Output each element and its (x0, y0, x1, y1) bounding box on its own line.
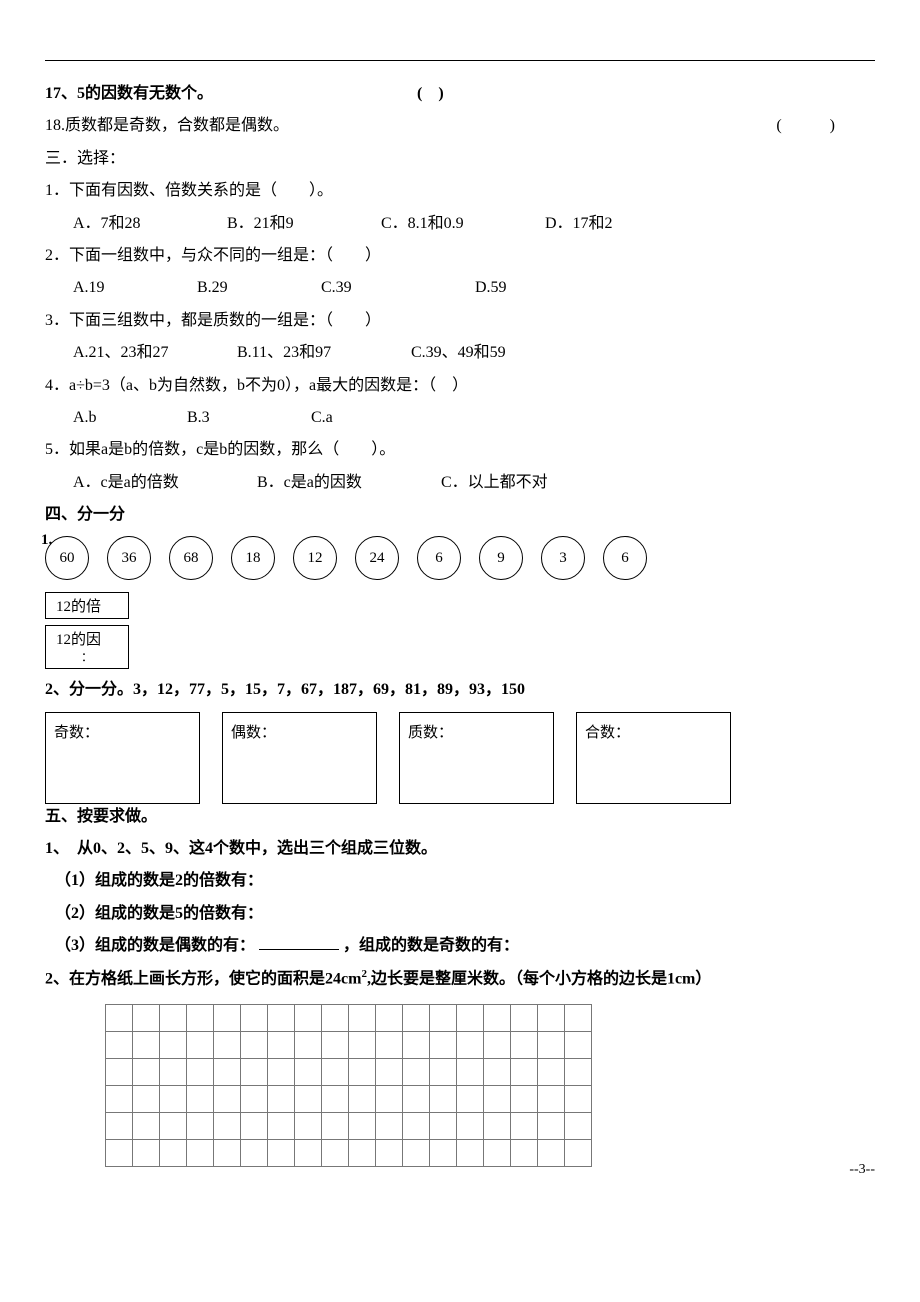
s4q2-b1: 奇数： (45, 712, 200, 804)
s5q1-p1: （1）组成的数是2的倍数有： (45, 866, 875, 896)
s5q1-p2: （2）组成的数是5的倍数有： (45, 899, 875, 929)
s5q1-p3: （3）组成的数是偶数的有： ，组成的数是奇数的有： (45, 931, 875, 961)
s3q4-a: A.b (73, 403, 183, 433)
circle-3: 18 (231, 536, 275, 580)
q18-text: 18.质数都是奇数，合数都是偶数。 (45, 117, 289, 134)
s4q1-box1: 12的倍 (45, 592, 129, 619)
s3q5-opts: A．c是a的倍数 B．c是a的因数 C．以上都不对 (45, 468, 875, 498)
circle-1: 36 (107, 536, 151, 580)
s3q1-opts: A．7和28 B．21和9 C．8.1和0.9 D．17和2 (45, 209, 875, 239)
s4q2-stem: 2、分一分。3，12，77，5，15，7，67，187，69，81，89，93，… (45, 675, 875, 705)
s5q1-stem: 1、 从0、2、5、9、这4个数中，选出三个组成三位数。 (45, 834, 875, 864)
s3q5-b: B．c是a的因数 (257, 468, 437, 498)
s3q1-d: D．17和2 (545, 209, 613, 239)
s3q4-opts: A.b B.3 C.a (45, 403, 875, 433)
q17-paren: ( ) (417, 79, 444, 109)
s4q2-b4: 合数： (576, 712, 731, 804)
s3q5-stem: 5．如果a是b的倍数，c是b的因数，那么（ ）。 (45, 435, 875, 465)
page-number: --3-- (45, 1157, 875, 1184)
q17: 17、5的因数有无数个。 ( ) (45, 79, 875, 109)
s5q1-p3a: （3）组成的数是偶数的有： (55, 937, 255, 954)
s4q1-num: 1. (41, 526, 52, 555)
s4q1-box2-l2: ： (56, 649, 118, 666)
s3q4-stem: 4．a÷b=3（a、b为自然数，b不为0），a最大的因数是：（ ） (45, 371, 875, 401)
s3q5-c: C．以上都不对 (441, 468, 548, 498)
s4q1-circles: 1. 60 36 68 18 12 24 6 9 3 6 (45, 536, 875, 580)
circle-2: 68 (169, 536, 213, 580)
s3q1-b: B．21和9 (227, 209, 377, 239)
s3q5-a: A．c是a的倍数 (73, 468, 253, 498)
s4q1-box2-l1: 12的因 (56, 630, 118, 651)
q17-text: 17、5的因数有无数个。 (45, 85, 213, 102)
q18-paren: ( ) (776, 111, 835, 141)
s4q2-b3: 质数： (399, 712, 554, 804)
s3q1-a: A．7和28 (73, 209, 223, 239)
s3q1-stem: 1．下面有因数、倍数关系的是（ ）。 (45, 176, 875, 206)
s3q3-opts: A.21、23和27 B.11、23和97 C.39、49和59 (45, 338, 875, 368)
circle-4: 12 (293, 536, 337, 580)
q18: 18.质数都是奇数，合数都是偶数。 ( ) (45, 111, 875, 141)
s3q3-stem: 3．下面三组数中，都是质数的一组是：（ ） (45, 306, 875, 336)
section4-title: 四、分一分 (45, 500, 875, 530)
top-rule (45, 60, 875, 61)
s3q4-c: C.a (311, 403, 333, 433)
s3q2-b: B.29 (197, 273, 317, 303)
s5q2-a: 2、在方格纸上画长方形，使它的面积是24cm (45, 970, 361, 987)
grid-table (105, 1004, 592, 1167)
s3q2-c: C.39 (321, 273, 471, 303)
s3q3-b: B.11、23和97 (237, 338, 407, 368)
section3-title: 三．选择： (45, 144, 875, 174)
circle-5: 24 (355, 536, 399, 580)
s3q3-c: C.39、49和59 (411, 338, 506, 368)
s3q1-c: C．8.1和0.9 (381, 209, 541, 239)
circle-9: 6 (603, 536, 647, 580)
s5q2-b: ,边长要是整厘米数。（每个小方格的边长是1cm） (367, 970, 711, 987)
s5q2-stem: 2、在方格纸上画长方形，使它的面积是24cm2,边长要是整厘米数。（每个小方格的… (45, 964, 875, 995)
s5q1-p3b: ，组成的数是奇数的有： (343, 937, 519, 954)
blank-line (259, 949, 339, 950)
s4q1-box2: 12的因 ： (45, 625, 129, 669)
s3q2-a: A.19 (73, 273, 193, 303)
s4q2-b2: 偶数： (222, 712, 377, 804)
grid-paper (105, 1004, 875, 1167)
circle-6: 6 (417, 536, 461, 580)
circle-7: 9 (479, 536, 523, 580)
section5-title: 五、按要求做。 (45, 802, 875, 832)
s3q2-opts: A.19 B.29 C.39 D.59 (45, 273, 875, 303)
s3q2-stem: 2．下面一组数中，与众不同的一组是：（ ） (45, 241, 875, 271)
s4q2-boxes: 奇数： 偶数： 质数： 合数： (45, 712, 875, 804)
circle-8: 3 (541, 536, 585, 580)
s4q1-box1-l1: 12的倍 (56, 597, 118, 618)
s3q4-b: B.3 (187, 403, 307, 433)
s3q2-d: D.59 (475, 273, 507, 303)
s3q3-a: A.21、23和27 (73, 338, 233, 368)
